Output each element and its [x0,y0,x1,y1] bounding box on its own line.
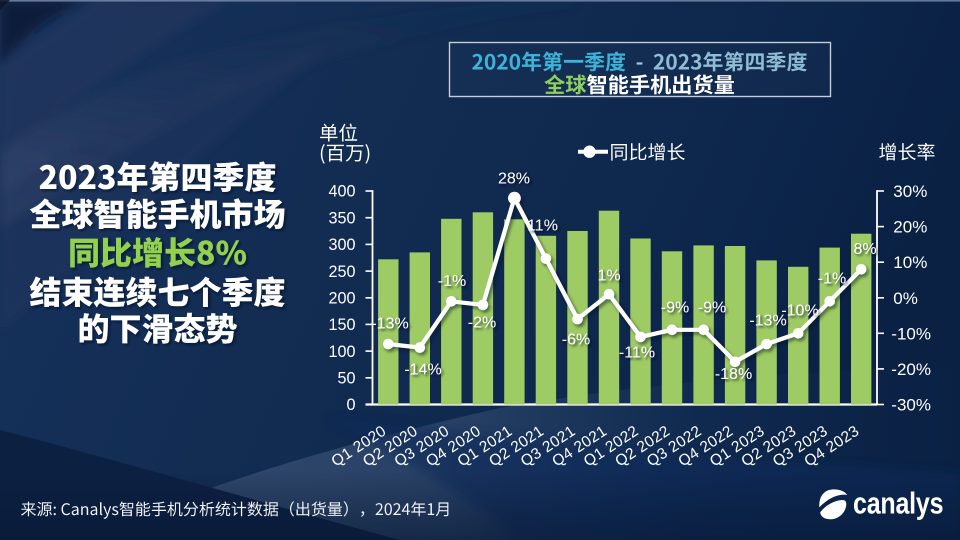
svg-text:-14%: -14% [404,362,441,379]
svg-text:350: 350 [328,209,355,227]
svg-text:100: 100 [328,343,355,361]
svg-text:-20%: -20% [891,360,931,379]
svg-text:400: 400 [328,183,355,201]
svg-text:250: 250 [328,263,355,281]
svg-text:300: 300 [328,236,355,254]
svg-text:-2%: -2% [468,315,496,332]
svg-text:-30%: -30% [891,396,931,415]
svg-text:1%: 1% [597,268,620,285]
svg-text:10%: 10% [893,253,927,272]
svg-text:-9%: -9% [661,300,689,317]
svg-text:20%: 20% [893,218,927,237]
svg-text:-11%: -11% [619,345,655,362]
svg-text:150: 150 [328,316,355,334]
svg-text:200: 200 [328,289,355,307]
svg-text:-10%: -10% [891,324,931,343]
svg-text:-9%: -9% [698,300,726,317]
svg-text:0: 0 [346,396,355,414]
svg-text:11%: 11% [527,218,558,235]
svg-text:0%: 0% [893,289,918,308]
svg-text:28%: 28% [498,171,530,188]
svg-text:-6%: -6% [562,332,590,349]
svg-text:-10%: -10% [781,303,818,320]
svg-text:-13%: -13% [749,313,786,330]
svg-text:-1%: -1% [818,271,846,288]
svg-text:8%: 8% [853,241,876,258]
svg-text:canalys: canalys [853,486,943,520]
svg-text:30%: 30% [893,182,927,201]
svg-text:50: 50 [337,370,355,388]
svg-text:-13%: -13% [371,316,408,333]
svg-text:-18%: -18% [715,366,752,383]
svg-text:-1%: -1% [438,273,466,290]
